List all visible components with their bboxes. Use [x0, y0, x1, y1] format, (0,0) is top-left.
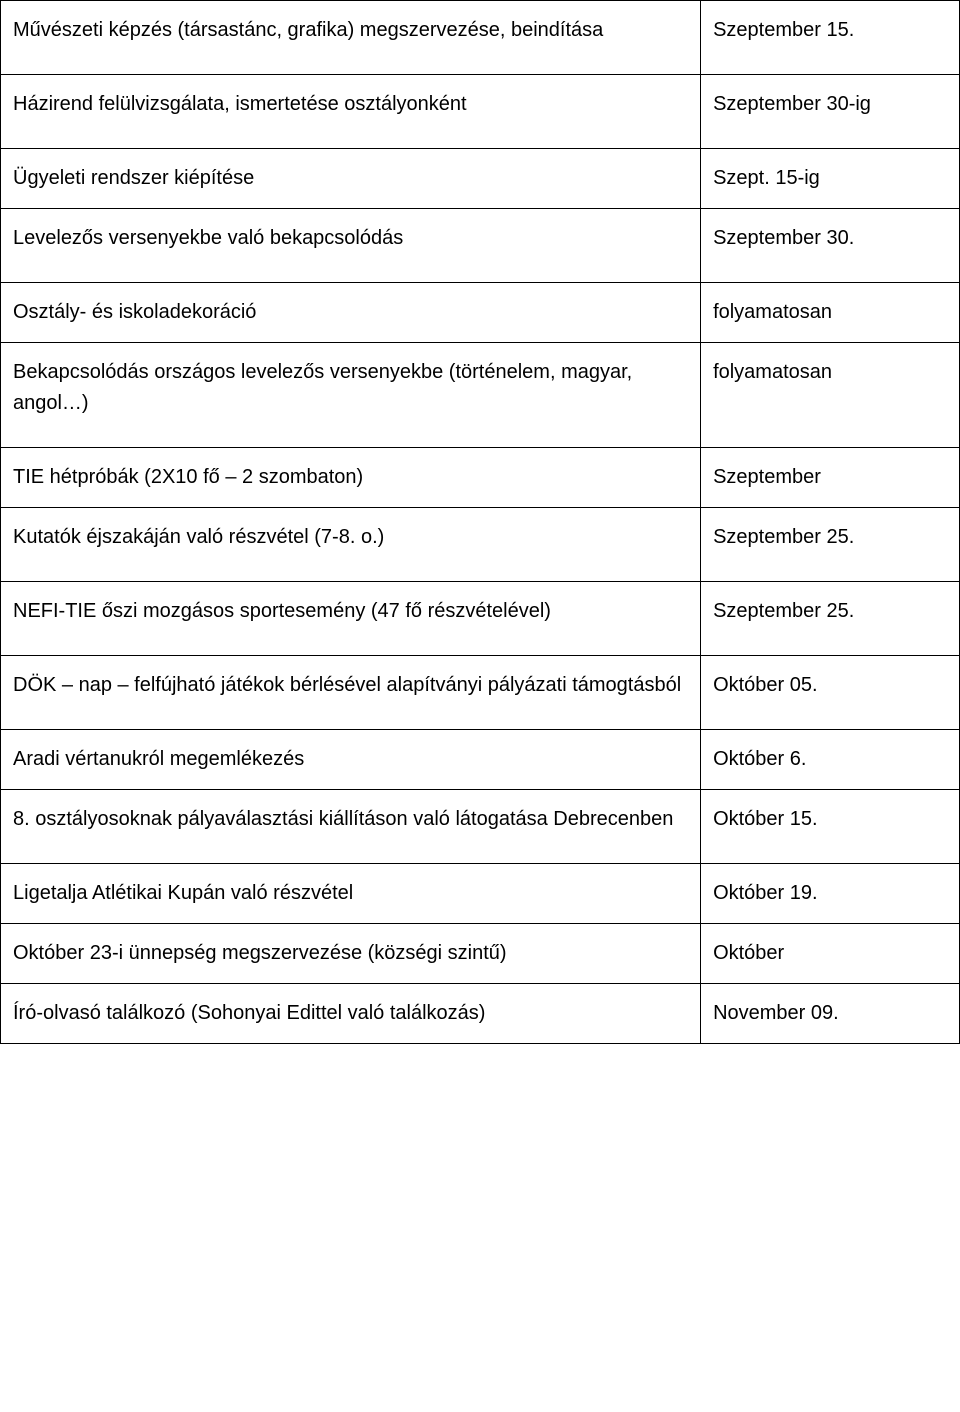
date-cell: Szeptember 25. — [701, 508, 960, 582]
table-row: Levelezős versenyekbe való bekapcsolódás… — [1, 209, 960, 283]
event-cell: Aradi vértanukról megemlékezés — [1, 730, 701, 790]
event-cell: Osztály- és iskoladekoráció — [1, 283, 701, 343]
event-cell: NEFI-TIE őszi mozgásos sportesemény (47 … — [1, 582, 701, 656]
date-cell: Szeptember — [701, 448, 960, 508]
date-cell: Október — [701, 924, 960, 984]
date-cell: Szeptember 25. — [701, 582, 960, 656]
table-row: DÖK – nap – felfújható játékok bérléséve… — [1, 656, 960, 730]
date-cell: Szept. 15-ig — [701, 149, 960, 209]
table-row: Író-olvasó találkozó (Sohonyai Edittel v… — [1, 984, 960, 1044]
date-cell: folyamatosan — [701, 343, 960, 448]
date-cell: Szeptember 30. — [701, 209, 960, 283]
event-cell: Író-olvasó találkozó (Sohonyai Edittel v… — [1, 984, 701, 1044]
table-row: Ligetalja Atlétikai Kupán való részvétel… — [1, 864, 960, 924]
table-row: Házirend felülvizsgálata, ismertetése os… — [1, 75, 960, 149]
schedule-table-body: Művészeti képzés (társastánc, grafika) m… — [1, 1, 960, 1044]
table-row: TIE hétpróbák (2X10 fő – 2 szombaton) Sz… — [1, 448, 960, 508]
event-cell: Művészeti képzés (társastánc, grafika) m… — [1, 1, 701, 75]
table-row: 8. osztályosoknak pályaválasztási kiállí… — [1, 790, 960, 864]
event-cell: DÖK – nap – felfújható játékok bérléséve… — [1, 656, 701, 730]
page: Művészeti képzés (társastánc, grafika) m… — [0, 0, 960, 1044]
event-cell: Bekapcsolódás országos levelezős verseny… — [1, 343, 701, 448]
date-cell: Október 6. — [701, 730, 960, 790]
event-cell: Október 23-i ünnepség megszervezése (köz… — [1, 924, 701, 984]
date-cell: November 09. — [701, 984, 960, 1044]
date-cell: Október 05. — [701, 656, 960, 730]
date-cell: folyamatosan — [701, 283, 960, 343]
event-cell: Ligetalja Atlétikai Kupán való részvétel — [1, 864, 701, 924]
event-cell: Házirend felülvizsgálata, ismertetése os… — [1, 75, 701, 149]
event-cell: TIE hétpróbák (2X10 fő – 2 szombaton) — [1, 448, 701, 508]
table-row: Bekapcsolódás országos levelezős verseny… — [1, 343, 960, 448]
table-row: NEFI-TIE őszi mozgásos sportesemény (47 … — [1, 582, 960, 656]
table-row: Kutatók éjszakáján való részvétel (7-8. … — [1, 508, 960, 582]
schedule-table: Művészeti képzés (társastánc, grafika) m… — [0, 0, 960, 1044]
date-cell: Október 15. — [701, 790, 960, 864]
table-row: Ügyeleti rendszer kiépítése Szept. 15-ig — [1, 149, 960, 209]
date-cell: Szeptember 15. — [701, 1, 960, 75]
table-row: Művészeti képzés (társastánc, grafika) m… — [1, 1, 960, 75]
date-cell: Október 19. — [701, 864, 960, 924]
event-cell: Levelezős versenyekbe való bekapcsolódás — [1, 209, 701, 283]
table-row: Aradi vértanukról megemlékezés Október 6… — [1, 730, 960, 790]
table-row: Október 23-i ünnepség megszervezése (köz… — [1, 924, 960, 984]
event-cell: 8. osztályosoknak pályaválasztási kiállí… — [1, 790, 701, 864]
date-cell: Szeptember 30-ig — [701, 75, 960, 149]
event-cell: Kutatók éjszakáján való részvétel (7-8. … — [1, 508, 701, 582]
event-cell: Ügyeleti rendszer kiépítése — [1, 149, 701, 209]
table-row: Osztály- és iskoladekoráció folyamatosan — [1, 283, 960, 343]
